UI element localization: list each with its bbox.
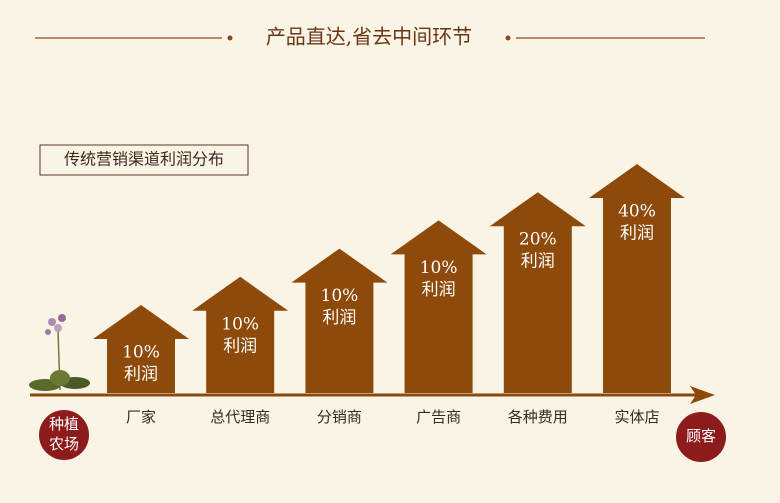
stage-name: 总代理商	[210, 408, 270, 426]
arrow-column	[93, 305, 189, 393]
stage-profit: 利润	[422, 280, 456, 300]
stage-name: 厂家	[126, 408, 156, 426]
stage-percent: 40%	[618, 202, 656, 222]
stage-profit: 利润	[124, 365, 158, 385]
stage-profit: 利润	[521, 252, 555, 272]
stage-profit: 利润	[322, 308, 356, 328]
stage-percent: 10%	[420, 258, 458, 278]
plant	[29, 314, 90, 391]
title: 产品直达,省去中间环节	[266, 25, 472, 49]
arrow-column	[589, 164, 685, 393]
arrow-column	[192, 276, 289, 393]
arrow-column	[291, 248, 388, 393]
start-node-line2: 农场	[49, 435, 79, 453]
stage-percent: 10%	[221, 314, 259, 334]
stage-profit: 利润	[620, 224, 654, 244]
stage-percent: 10%	[321, 286, 359, 306]
stage-percent: 20%	[519, 230, 557, 250]
stage-name: 实体店	[614, 408, 659, 426]
arrow-column	[489, 192, 586, 393]
axis-arrowhead	[690, 386, 715, 404]
start-node	[39, 410, 89, 460]
end-node	[676, 412, 726, 462]
stage-name: 各种费用	[508, 408, 568, 426]
start-node-line1: 种植	[49, 415, 79, 433]
title-dot-left	[227, 35, 233, 41]
box	[39, 144, 249, 176]
stage-profit: 利润	[223, 336, 257, 356]
end-node-label: 顾客	[686, 427, 716, 445]
stage-name: 广告商	[416, 408, 461, 426]
box-label: 传统营销渠道利润分布	[64, 150, 224, 169]
stage-percent: 10%	[122, 343, 160, 363]
arrow-column	[390, 220, 487, 393]
stage-name: 分销商	[317, 408, 362, 426]
title-dot-right	[505, 35, 511, 41]
